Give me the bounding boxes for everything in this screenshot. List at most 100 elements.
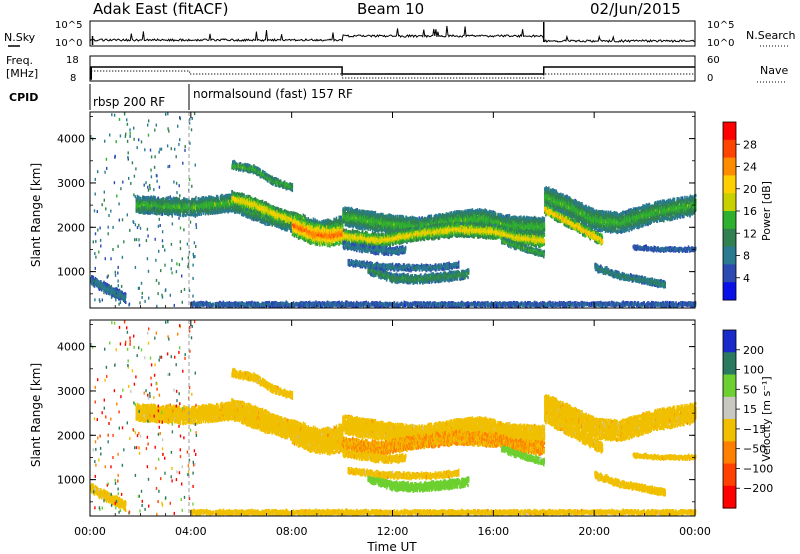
power-point bbox=[302, 213, 305, 217]
power-point bbox=[179, 213, 182, 217]
power-point bbox=[214, 203, 217, 207]
power-point bbox=[251, 216, 253, 220]
power-point bbox=[174, 197, 176, 201]
power-point bbox=[154, 195, 156, 200]
cpid-row: CPID rbsp 200 RF normalsound (fast) 157 … bbox=[9, 84, 353, 110]
power-point bbox=[206, 208, 208, 212]
power-point bbox=[244, 211, 247, 215]
power-point bbox=[223, 204, 226, 208]
power-point bbox=[223, 207, 225, 211]
power-point bbox=[159, 206, 162, 210]
power-point bbox=[230, 193, 233, 197]
power-point bbox=[198, 197, 200, 201]
power-point bbox=[246, 214, 248, 218]
power-point bbox=[138, 196, 140, 201]
noise-panel-frame bbox=[89, 20, 696, 47]
power-point bbox=[247, 195, 249, 199]
power-point bbox=[185, 208, 188, 212]
power-point bbox=[226, 204, 228, 208]
power-point bbox=[214, 200, 216, 204]
noise-left-tick-bottom: 10^0 bbox=[55, 38, 82, 49]
power-point bbox=[198, 201, 200, 206]
power-point bbox=[221, 198, 223, 202]
power-point bbox=[193, 205, 196, 209]
power-point bbox=[204, 196, 207, 200]
power-point bbox=[162, 206, 165, 210]
power-point bbox=[221, 206, 224, 210]
power-point bbox=[154, 211, 157, 216]
power-point bbox=[209, 209, 212, 213]
power-point bbox=[281, 220, 284, 224]
power-point bbox=[152, 196, 155, 200]
power-point bbox=[188, 200, 191, 204]
power-point bbox=[209, 198, 211, 202]
power-point bbox=[221, 193, 223, 197]
power-point bbox=[208, 195, 210, 200]
power-point bbox=[217, 196, 219, 201]
power-point bbox=[139, 196, 142, 200]
power-point bbox=[247, 215, 249, 219]
power-point bbox=[208, 208, 211, 212]
date-title: 02/Jun/2015 bbox=[590, 0, 681, 18]
power-point bbox=[176, 212, 179, 216]
noise-sky-line bbox=[89, 25, 696, 44]
power-point bbox=[253, 216, 255, 220]
power-point bbox=[253, 210, 255, 214]
power-point bbox=[291, 233, 294, 237]
power-point bbox=[204, 202, 207, 206]
power-point bbox=[225, 193, 228, 197]
power-point bbox=[161, 209, 163, 213]
power-point bbox=[216, 195, 219, 199]
power-point bbox=[200, 198, 202, 202]
power-point bbox=[304, 214, 306, 218]
power-point bbox=[183, 199, 185, 203]
freq-left-tick-top: 18 bbox=[66, 55, 79, 66]
power-point bbox=[153, 199, 156, 203]
power-point bbox=[200, 212, 202, 216]
power-point bbox=[223, 210, 226, 214]
power-point bbox=[202, 202, 204, 206]
freq-right-tick-bottom: 0 bbox=[707, 73, 713, 84]
power-point bbox=[140, 199, 142, 203]
power-point bbox=[167, 206, 170, 210]
power-data-points bbox=[90, 112, 697, 309]
power-point bbox=[154, 206, 156, 210]
power-point bbox=[227, 206, 229, 210]
power-point bbox=[220, 209, 223, 213]
power-point bbox=[143, 196, 146, 200]
power-point bbox=[227, 198, 230, 202]
power-point bbox=[178, 208, 180, 212]
freq-left-tick-bottom: 8 bbox=[70, 73, 76, 84]
power-point bbox=[177, 203, 180, 207]
power-point bbox=[211, 197, 213, 201]
power-point bbox=[183, 213, 185, 217]
power-point bbox=[173, 212, 176, 216]
power-point bbox=[144, 206, 146, 210]
power-point bbox=[176, 197, 178, 201]
power-point bbox=[288, 211, 290, 215]
power-point bbox=[255, 218, 257, 222]
freq-line bbox=[90, 66, 695, 80]
power-point bbox=[194, 197, 197, 201]
power-point bbox=[229, 199, 232, 203]
power-point bbox=[178, 200, 180, 205]
power-point bbox=[186, 199, 189, 203]
power-point bbox=[222, 199, 224, 203]
power-point bbox=[206, 197, 208, 201]
power-point bbox=[186, 210, 188, 214]
power-point bbox=[200, 203, 202, 207]
power-point bbox=[231, 209, 234, 213]
power-point bbox=[237, 207, 240, 211]
power-point bbox=[147, 195, 150, 199]
power-point bbox=[154, 208, 157, 212]
power-point bbox=[214, 207, 217, 211]
power-point bbox=[249, 214, 251, 218]
power-point bbox=[143, 202, 145, 206]
power-point bbox=[215, 209, 218, 213]
power-point bbox=[249, 216, 252, 220]
power-point bbox=[175, 212, 177, 216]
freq-panel-frame bbox=[89, 55, 696, 82]
power-point bbox=[154, 198, 157, 202]
power-point bbox=[180, 204, 183, 208]
